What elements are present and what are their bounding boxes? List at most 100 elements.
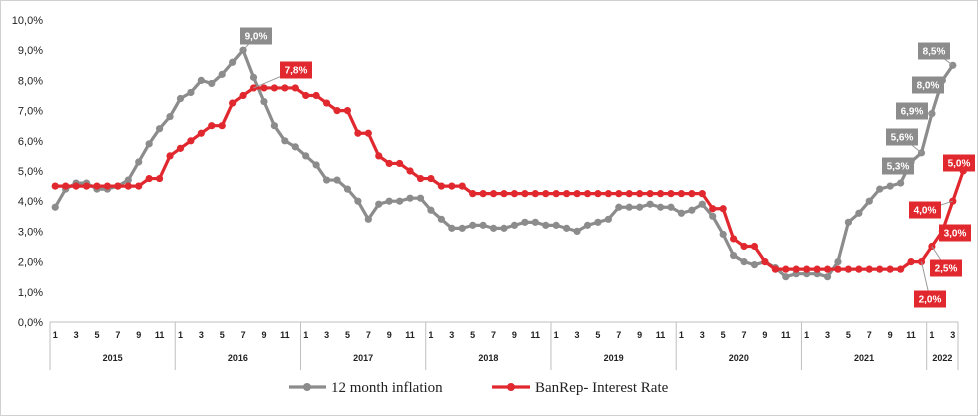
month-tick-label: 5: [721, 330, 726, 340]
year-label: 2020: [729, 353, 749, 363]
data-point: [865, 265, 873, 273]
data-point: [354, 129, 362, 137]
data-point: [521, 218, 529, 226]
data-point: [563, 224, 571, 232]
data-point: [803, 265, 811, 273]
data-label: 2,0%: [919, 295, 942, 306]
data-label-box: [909, 201, 941, 219]
series-line: [53, 48, 955, 279]
month-tick-label: 7: [491, 330, 496, 340]
data-point: [855, 265, 863, 273]
data-point: [322, 176, 331, 184]
data-point: [218, 122, 226, 130]
month-tick-label: 3: [199, 330, 204, 340]
data-point: [677, 190, 686, 198]
series-line: [55, 86, 965, 271]
data-point: [333, 176, 341, 184]
month-tick-label: 3: [825, 330, 830, 340]
data-point: [364, 129, 372, 137]
month-tick-label: 1: [178, 330, 183, 340]
month-tick-label: 3: [575, 330, 580, 340]
data-point: [291, 84, 299, 92]
data-label-box: [896, 102, 928, 120]
month-tick-label: 9: [387, 330, 392, 340]
data-point: [489, 190, 498, 198]
data-point: [656, 203, 665, 211]
data-label-box: [280, 61, 312, 79]
data-point: [552, 221, 560, 229]
y-tick-label: 7,0%: [18, 106, 43, 118]
data-point: [510, 221, 519, 229]
month-tick-label: 5: [846, 330, 851, 340]
data-point: [594, 218, 602, 226]
data-label-box: [943, 154, 975, 172]
data-point: [656, 190, 665, 198]
series-interest-rate: [51, 84, 967, 273]
data-point: [208, 122, 216, 130]
data-point: [176, 144, 185, 152]
data-point: [542, 190, 550, 198]
month-tick-label: 1: [929, 330, 934, 340]
month-tick-label: 3: [324, 330, 329, 340]
month-tick-label: 7: [366, 330, 371, 340]
data-point: [72, 182, 80, 190]
y-tick-label: 5,0%: [18, 166, 43, 178]
data-point: [823, 273, 832, 281]
data-point: [750, 242, 759, 251]
month-tick-label: 5: [94, 330, 99, 340]
data-point: [949, 197, 957, 205]
data-point: [343, 185, 352, 193]
data-point: [886, 182, 894, 190]
data-point: [396, 159, 404, 168]
month-tick-label: 9: [261, 330, 266, 340]
month-tick-label: 9: [136, 330, 141, 340]
data-point: [709, 205, 717, 213]
data-point: [427, 206, 435, 214]
data-point: [573, 227, 581, 235]
month-tick-label: 9: [512, 330, 517, 340]
data-point: [385, 159, 393, 168]
month-tick-label: 5: [220, 330, 225, 340]
data-point: [563, 190, 571, 198]
month-tick-label: 3: [74, 330, 79, 340]
month-tick-label: 9: [888, 330, 893, 340]
month-tick-label: 11: [155, 330, 165, 340]
y-tick-label: 2,0%: [18, 257, 43, 269]
month-tick-label: 1: [554, 330, 559, 340]
year-label: 2016: [228, 353, 248, 363]
y-tick-label: 4,0%: [18, 196, 43, 208]
data-point: [312, 161, 320, 169]
data-point: [531, 218, 539, 226]
data-label: 3,0%: [944, 229, 967, 240]
data-point: [667, 190, 675, 198]
data-point: [698, 200, 706, 208]
month-tick-label: 3: [950, 330, 955, 340]
data-point: [124, 182, 132, 190]
data-label-box: [918, 42, 950, 60]
data-point: [239, 91, 247, 100]
data-point: [155, 125, 164, 133]
month-tick-label: 9: [637, 330, 642, 340]
month-tick-label: 5: [595, 330, 600, 340]
data-point: [333, 107, 341, 115]
data-point: [730, 235, 738, 243]
data-point: [813, 265, 821, 273]
data-point: [82, 182, 91, 190]
y-tick-label: 8,0%: [18, 75, 43, 87]
data-label-box: [912, 76, 944, 94]
month-tick-label: 5: [470, 330, 475, 340]
month-tick-label: 1: [303, 330, 308, 340]
month-tick-label: 3: [700, 330, 705, 340]
legend: 12 month inflation BanRep- Interest Rate: [289, 380, 669, 396]
data-label-box: [882, 157, 914, 175]
data-point: [886, 265, 894, 273]
data-label: 7,8%: [285, 66, 308, 77]
month-tick-label: 11: [531, 330, 541, 340]
data-point: [500, 224, 508, 232]
data-point: [740, 242, 748, 251]
data-point: [197, 76, 205, 84]
data-label-box: [930, 259, 962, 277]
data-point: [469, 190, 477, 198]
data-point: [844, 218, 853, 226]
data-point: [343, 107, 352, 115]
